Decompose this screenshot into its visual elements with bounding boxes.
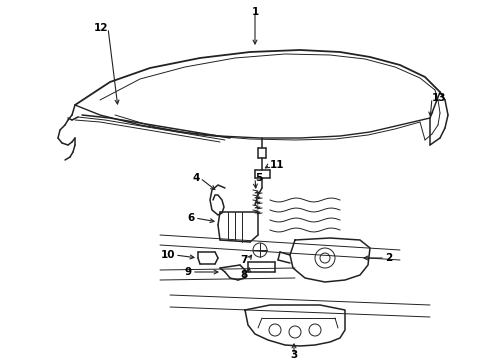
Text: 12: 12 [94,23,108,33]
Text: 8: 8 [241,270,248,280]
Text: 11: 11 [270,160,285,170]
Text: 9: 9 [185,267,192,277]
Text: 5: 5 [255,173,262,183]
Text: 13: 13 [432,93,446,103]
Text: 3: 3 [291,350,297,360]
Text: 1: 1 [251,7,259,17]
Text: 7: 7 [241,255,248,265]
Text: 4: 4 [193,173,200,183]
Text: 2: 2 [385,253,392,263]
Text: 10: 10 [161,250,175,260]
Text: 6: 6 [188,213,195,223]
